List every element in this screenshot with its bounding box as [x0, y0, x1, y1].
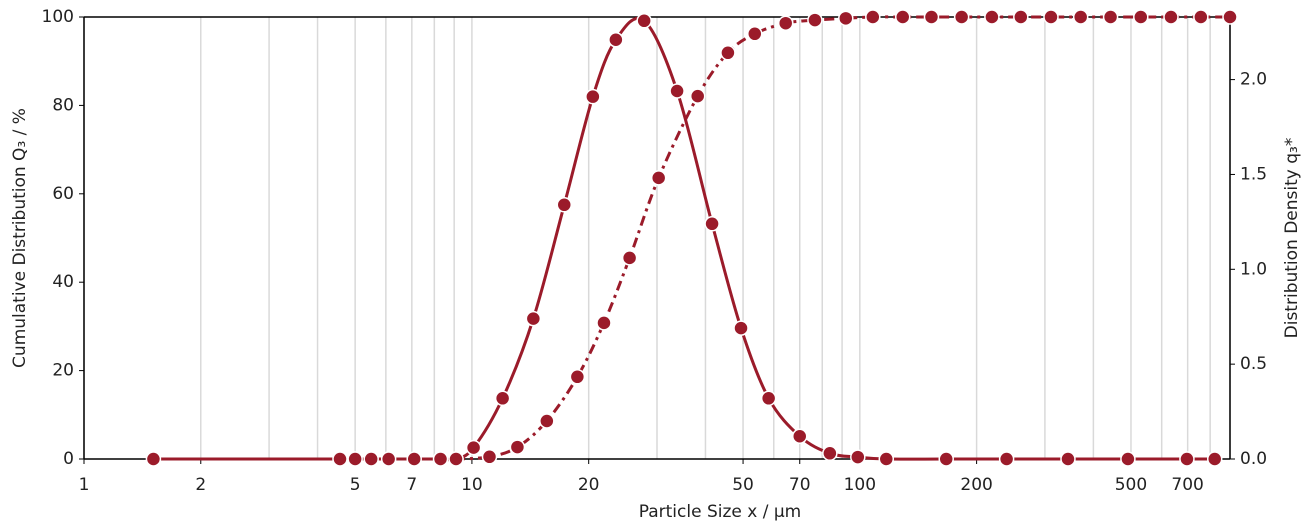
y-tick-label: 0 [63, 449, 74, 469]
data-point [525, 310, 542, 327]
x-tick-label: 50 [732, 475, 754, 495]
data-point [777, 15, 794, 31]
x-tick-label: 700 [1171, 475, 1203, 495]
data-point [733, 320, 749, 336]
data-point [432, 451, 449, 467]
data-point [760, 390, 777, 407]
data-point [923, 9, 940, 25]
y2-axis-label: Distribution Density q₃* [1282, 138, 1302, 339]
data-point [621, 250, 638, 266]
data-point [747, 26, 763, 42]
y-tick-label: 60 [52, 184, 74, 204]
data-point [1133, 9, 1149, 25]
data-point [494, 390, 511, 407]
data-point [878, 451, 895, 467]
data-point [448, 451, 464, 467]
data-point [596, 315, 612, 331]
data-point [585, 88, 601, 105]
data-point [465, 439, 482, 456]
data-point [1120, 451, 1136, 467]
y2-tick-label: 0.0 [1240, 449, 1267, 469]
data-point [689, 88, 706, 104]
x-tick-label: 70 [789, 475, 811, 495]
data-point [1102, 9, 1119, 25]
x-tick-label: 7 [406, 475, 417, 495]
data-point [650, 170, 667, 186]
data-point [1179, 451, 1195, 467]
x-axis-label: Particle Size x / µm [639, 502, 802, 522]
data-point [1043, 9, 1059, 25]
data-point [347, 451, 363, 467]
data-point [1163, 9, 1179, 25]
x-tick-label: 2 [195, 475, 206, 495]
data-point [669, 83, 685, 99]
data-point [406, 451, 422, 467]
y-tick-label: 40 [52, 272, 74, 292]
x-tick-label: 500 [1115, 475, 1147, 495]
data-point [984, 9, 1000, 25]
data-point [1206, 451, 1223, 467]
x-tick-label: 10 [461, 475, 483, 495]
data-point [838, 10, 854, 27]
data-point [608, 32, 624, 48]
data-point [1060, 451, 1076, 467]
data-point [998, 451, 1015, 467]
x-tick-label: 20 [578, 475, 600, 495]
y2-tick-label: 2.0 [1240, 70, 1267, 90]
data-point [894, 9, 911, 25]
data-point [481, 449, 498, 465]
y-tick-label: 20 [52, 361, 74, 381]
data-point [791, 428, 808, 444]
data-point [1013, 9, 1029, 25]
data-point [380, 451, 397, 467]
data-point [807, 12, 823, 28]
data-point [865, 9, 881, 25]
x-tick-label: 100 [844, 475, 876, 495]
y2-tick-label: 0.5 [1240, 354, 1267, 374]
data-point [569, 369, 586, 385]
y-axis-label: Cumulative Distribution Q₃ / % [10, 108, 30, 368]
data-point [363, 451, 379, 467]
data-point [1222, 9, 1238, 25]
data-point [145, 451, 162, 467]
data-point [704, 216, 720, 232]
data-point [953, 9, 970, 25]
data-point [1193, 9, 1209, 25]
y-tick-label: 80 [52, 95, 74, 115]
x-tick-label: 200 [960, 475, 992, 495]
data-point [556, 197, 573, 213]
series-line [153, 16, 1215, 462]
x-tick-label: 5 [350, 475, 361, 495]
data-point [509, 439, 526, 455]
data-point [332, 451, 348, 467]
y2-tick-label: 1.5 [1240, 164, 1267, 184]
data-point [636, 13, 652, 29]
x-tick-label: 1 [79, 475, 90, 495]
data-point [822, 445, 838, 462]
y2-tick-label: 1.0 [1240, 259, 1267, 279]
data-point [539, 413, 555, 429]
y-tick-label: 100 [42, 7, 74, 27]
data-point [938, 451, 954, 467]
series-line [339, 15, 1230, 461]
data-point [720, 45, 736, 61]
data-point [850, 449, 866, 465]
data-point [1072, 9, 1089, 25]
